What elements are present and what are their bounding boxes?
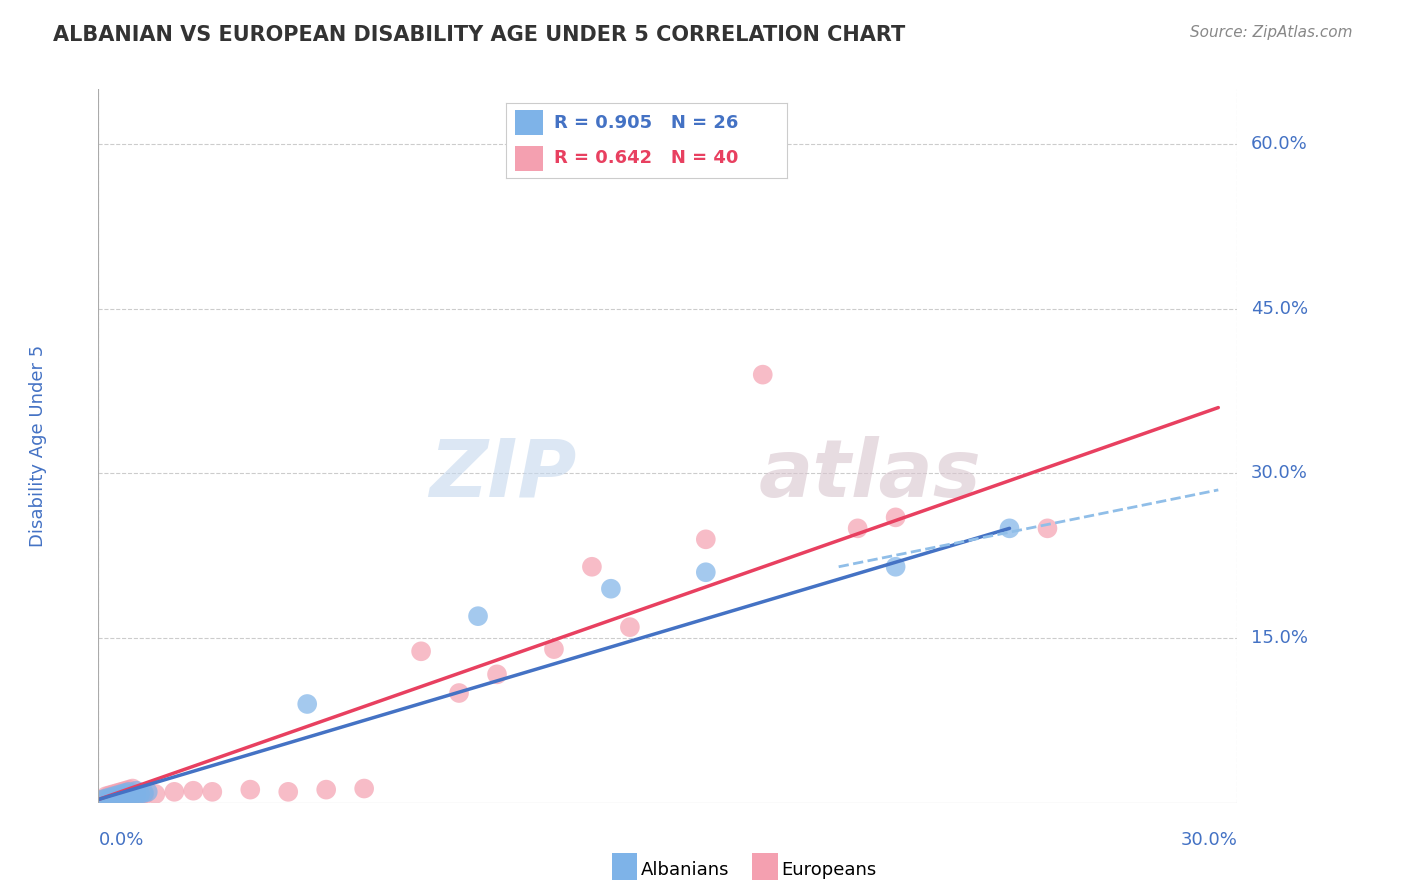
Point: [846, 521, 869, 535]
Point: [121, 788, 143, 802]
Point: [297, 697, 319, 711]
Point: [107, 786, 129, 800]
Point: [94, 791, 117, 805]
Point: [467, 609, 489, 624]
Point: [129, 787, 152, 801]
Point: [183, 783, 205, 797]
Point: [884, 510, 907, 524]
Text: Source: ZipAtlas.com: Source: ZipAtlas.com: [1189, 25, 1353, 40]
Point: [129, 789, 152, 804]
Point: [110, 787, 132, 801]
Text: 30.0%: 30.0%: [1181, 831, 1237, 849]
Text: R = 0.905   N = 26: R = 0.905 N = 26: [554, 114, 738, 132]
Point: [315, 782, 337, 797]
Point: [1036, 521, 1059, 535]
Point: [114, 790, 136, 805]
Text: R = 0.642   N = 40: R = 0.642 N = 40: [554, 149, 738, 167]
Point: [103, 789, 125, 804]
Point: [118, 791, 141, 805]
Point: [125, 783, 148, 797]
Text: Albanians: Albanians: [641, 861, 730, 879]
Point: [449, 686, 471, 700]
Point: [239, 782, 262, 797]
Point: [121, 781, 143, 796]
FancyBboxPatch shape: [515, 111, 543, 136]
Point: [107, 788, 129, 802]
Point: [114, 792, 136, 806]
Point: [121, 791, 143, 805]
Point: [118, 789, 141, 804]
Point: [581, 559, 603, 574]
Text: 0.0%: 0.0%: [98, 831, 143, 849]
Point: [94, 789, 117, 804]
Point: [94, 791, 117, 805]
Point: [543, 642, 565, 657]
Point: [136, 785, 159, 799]
Text: ALBANIAN VS EUROPEAN DISABILITY AGE UNDER 5 CORRELATION CHART: ALBANIAN VS EUROPEAN DISABILITY AGE UNDE…: [53, 25, 905, 45]
Point: [98, 788, 121, 802]
Point: [103, 787, 125, 801]
Point: [118, 782, 141, 797]
Point: [714, 159, 737, 173]
Point: [277, 785, 299, 799]
Point: [145, 787, 167, 801]
Point: [98, 792, 121, 806]
Point: [132, 788, 155, 802]
Point: [91, 792, 114, 806]
Text: atlas: atlas: [759, 435, 981, 514]
Text: 60.0%: 60.0%: [1251, 135, 1308, 153]
Point: [98, 790, 121, 805]
Point: [107, 791, 129, 805]
Point: [163, 785, 186, 799]
Text: 15.0%: 15.0%: [1251, 629, 1308, 647]
Text: Europeans: Europeans: [782, 861, 877, 879]
Text: 45.0%: 45.0%: [1251, 300, 1308, 318]
Point: [695, 533, 717, 547]
Point: [353, 781, 375, 796]
Point: [107, 792, 129, 806]
Point: [110, 785, 132, 799]
Point: [619, 620, 641, 634]
Point: [125, 790, 148, 805]
Point: [998, 521, 1021, 535]
Point: [752, 368, 775, 382]
Point: [884, 559, 907, 574]
Point: [118, 785, 141, 799]
Point: [600, 582, 623, 596]
Point: [103, 791, 125, 805]
Text: ZIP: ZIP: [429, 435, 576, 514]
Point: [110, 791, 132, 805]
Text: 30.0%: 30.0%: [1251, 465, 1308, 483]
Point: [114, 783, 136, 797]
Point: [98, 792, 121, 806]
Text: Disability Age Under 5: Disability Age Under 5: [30, 345, 48, 547]
Point: [132, 786, 155, 800]
Point: [201, 785, 224, 799]
Point: [103, 791, 125, 805]
Point: [695, 566, 717, 580]
Point: [411, 644, 433, 658]
Point: [125, 788, 148, 802]
FancyBboxPatch shape: [515, 145, 543, 171]
Point: [486, 667, 509, 681]
Point: [114, 786, 136, 800]
Point: [110, 790, 132, 805]
Point: [91, 792, 114, 806]
